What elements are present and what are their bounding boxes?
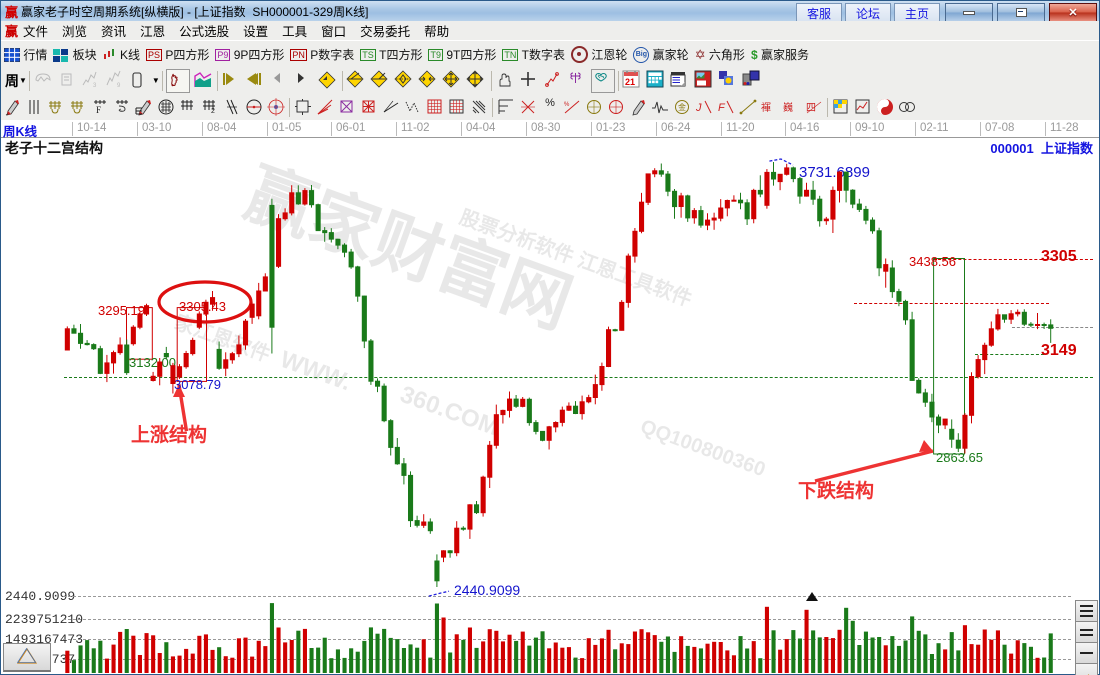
svg-text:21: 21: [625, 77, 635, 87]
svg-text:褌: 褌: [761, 101, 771, 114]
svg-text:2: 2: [211, 108, 215, 115]
svg-text:F: F: [718, 102, 726, 114]
svg-text:J: J: [695, 102, 702, 114]
svg-text:金: 金: [678, 102, 686, 112]
svg-text:F: F: [96, 105, 101, 115]
svg-text:3: 3: [93, 83, 97, 89]
svg-text:巍: 巍: [783, 102, 793, 114]
svg-text:%: %: [564, 102, 570, 108]
svg-text:9: 9: [117, 83, 121, 89]
